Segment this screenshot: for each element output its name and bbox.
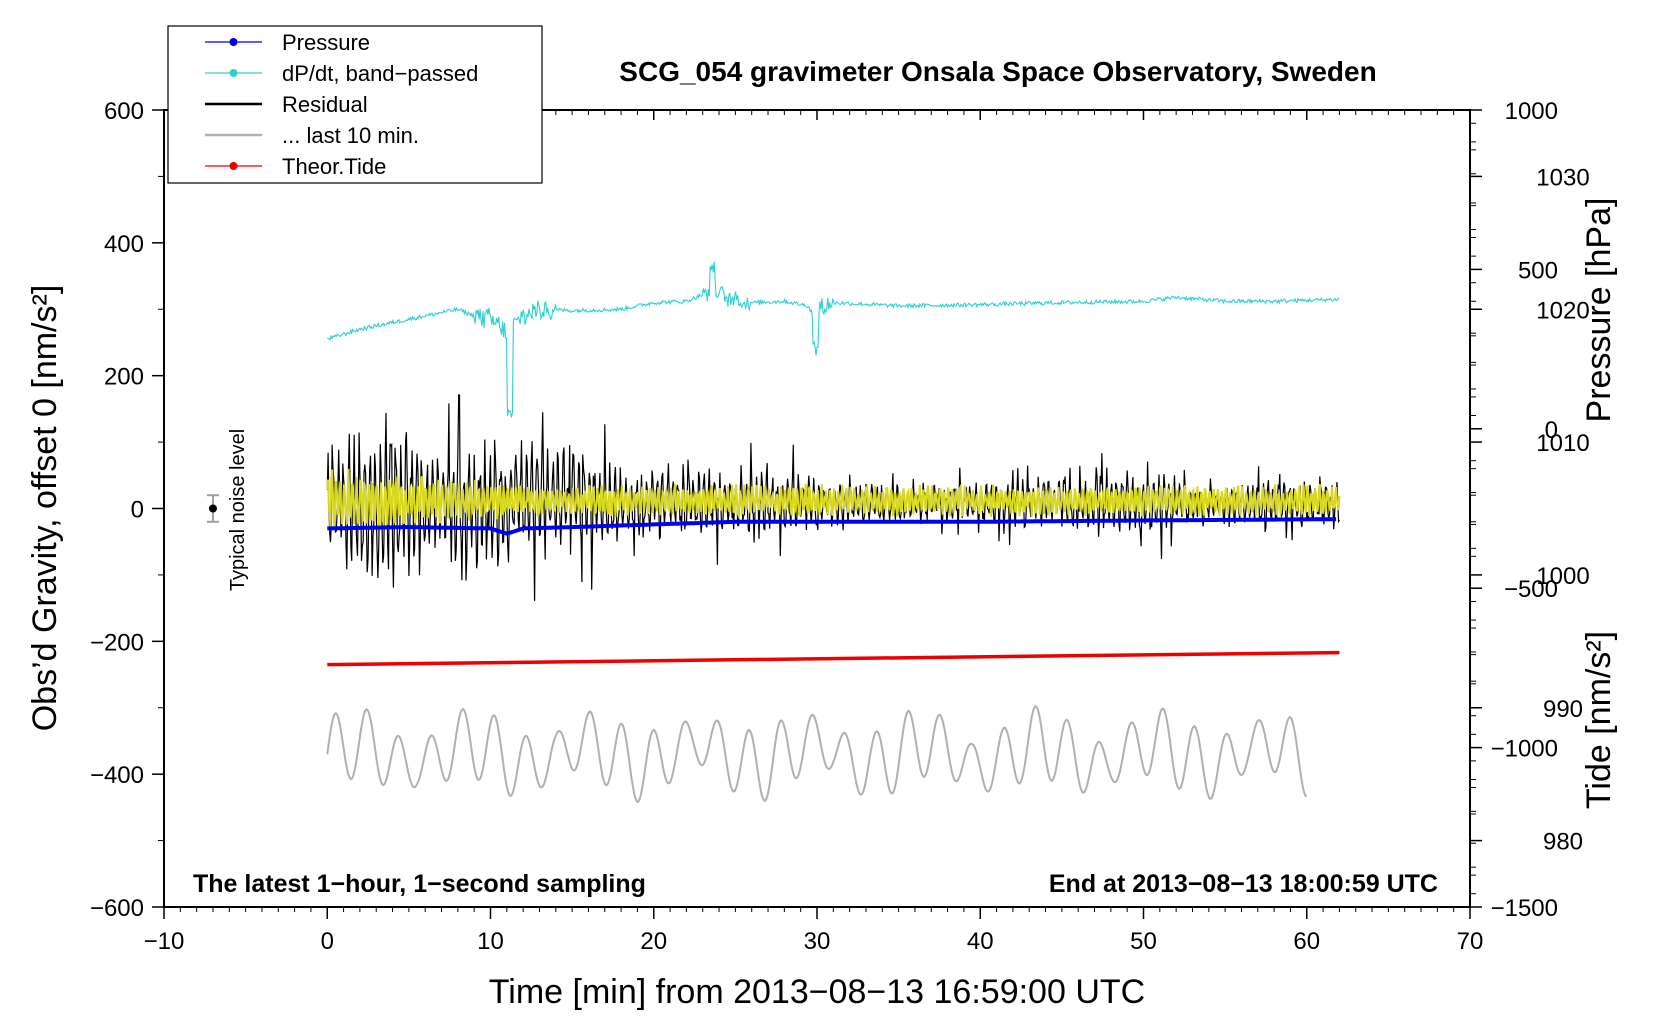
y-left-tick-label: 400 <box>104 231 144 258</box>
legend-marker <box>229 69 238 77</box>
y-axis-pressure-ticks: 1030 1020 1010 1000 990 980 <box>1470 122 1590 895</box>
x-tick-label: 50 <box>1130 928 1157 955</box>
y-tide-tick-label: −1500 <box>1491 895 1558 922</box>
legend-label: dP/dt, band−passed <box>282 61 478 86</box>
y-pressure-tick-label: 1000 <box>1536 563 1589 590</box>
y-axis-tide-title: Tide [nm/s²] <box>1580 631 1618 809</box>
y-tide-tick-label: 1000 <box>1505 98 1558 125</box>
x-tick-label: 0 <box>321 928 334 955</box>
legend-item: Pressure <box>205 30 370 55</box>
note-end-time: End at 2013−08−13 18:00:59 UTC <box>1049 870 1438 898</box>
series-prior-hour <box>326 705 1308 803</box>
y-left-tick-label: 0 <box>131 497 144 524</box>
legend: Pressure dP/dt, band−passed Residual ... la… <box>167 25 543 184</box>
series-pressure <box>327 517 1337 536</box>
legend-item: Theor.Tide <box>205 154 386 179</box>
y-tide-tick-label: −1000 <box>1491 736 1558 763</box>
noise-level-label: Typical noise level <box>227 429 249 591</box>
y-left-tick-label: −200 <box>90 629 144 656</box>
series-layer <box>206 261 1341 803</box>
y-axis-left-ticks: 600 400 200 0 −200 −400 −600 <box>90 98 164 922</box>
legend-label: Pressure <box>282 30 370 55</box>
y-axis-tide-ticks: 1000 500 0 −500 −1000 −1500 <box>1470 98 1558 922</box>
legend-label: Residual <box>282 92 368 117</box>
noise-dot <box>208 504 217 513</box>
x-tick-label: 40 <box>967 928 994 955</box>
y-axis-pressure-title: Pressure [hPa] <box>1580 198 1618 423</box>
legend-label: Theor.Tide <box>282 154 386 179</box>
noise-level-marker <box>206 494 219 523</box>
legend-item: Residual <box>205 92 368 117</box>
y-tide-tick-label: 500 <box>1518 257 1558 284</box>
chart-title: SCG_054 gravimeter Onsala Space Observat… <box>619 56 1376 87</box>
y-pressure-tick-label: 980 <box>1543 829 1583 856</box>
series-theor-tide <box>327 650 1340 667</box>
y-tide-tick-label: −500 <box>1504 576 1558 603</box>
x-tick-label: 30 <box>804 928 831 955</box>
x-tick-label: 70 <box>1457 928 1484 955</box>
y-left-tick-label: 200 <box>104 364 144 391</box>
x-axis-ticks: −10 0 10 20 30 40 50 60 70 <box>144 110 1484 955</box>
series-last-10-min <box>326 468 1341 530</box>
y-left-tick-label: 600 <box>104 98 144 125</box>
x-tick-label: 10 <box>477 928 504 955</box>
legend-item: ... last 10 min. <box>205 123 419 148</box>
x-axis-title: Time [min] from 2013−08−13 16:59:00 UTC <box>489 973 1145 1011</box>
series-dpdt <box>326 261 1340 418</box>
legend-marker <box>229 162 238 170</box>
y-pressure-tick-label: 1020 <box>1536 297 1589 324</box>
y-axis-left-title: Obs’d Gravity, offset 0 [nm/s²] <box>26 285 64 732</box>
legend-marker <box>229 38 238 46</box>
legend-item: dP/dt, band−passed <box>205 61 478 86</box>
y-tide-tick-label: 0 <box>1545 417 1558 444</box>
y-pressure-tick-label: 1010 <box>1536 430 1589 457</box>
x-tick-label: 20 <box>640 928 667 955</box>
note-sampling: The latest 1−hour, 1−second sampling <box>193 870 646 898</box>
y-left-tick-label: −400 <box>90 762 144 789</box>
y-pressure-tick-label: 1030 <box>1536 164 1589 191</box>
x-tick-label: −10 <box>144 928 185 955</box>
y-left-tick-label: −600 <box>90 895 144 922</box>
x-tick-label: 60 <box>1293 928 1320 955</box>
y-pressure-tick-label: 990 <box>1543 696 1583 723</box>
legend-label: ... last 10 min. <box>282 123 419 148</box>
